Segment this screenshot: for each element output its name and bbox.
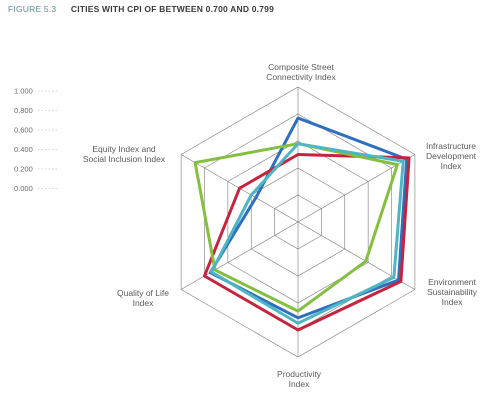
category-label-2: Infrastructure Development Index <box>426 141 477 171</box>
category-label-3: Environment Sustainability Index <box>427 277 478 307</box>
axis-spoke-3 <box>297 221 416 290</box>
tick-label-0.600: 0.600 <box>14 126 33 135</box>
figure-label: FIGURE 5.3 <box>8 4 57 14</box>
tick-label-0.200: 0.200 <box>14 165 33 174</box>
category-label-5: Quality of Life Index <box>117 288 169 308</box>
series-line-4 <box>209 142 405 325</box>
chart-title: CITIES WITH CPI OF BETWEEN 0.700 AND 0.7… <box>70 4 275 14</box>
tick-label-0.800: 0.800 <box>14 106 33 115</box>
series-line-2 <box>202 153 411 332</box>
category-label-1: Composite Street Connectivity Index <box>266 62 336 82</box>
series-line-3 <box>193 142 399 313</box>
figure-heading: FIGURE 5.3 CITIES WITH CPI OF BETWEEN 0.… <box>8 4 274 14</box>
axis-spoke-2 <box>297 154 416 223</box>
category-label-6: Equity Index and Social Inclusion Index <box>83 144 166 164</box>
tick-label-0.000: 0.000 <box>14 184 33 193</box>
tick-label-1.000: 1.000 <box>14 87 33 96</box>
category-label-4: Productivity Index <box>277 369 322 389</box>
axis-spoke-5 <box>180 221 299 290</box>
tick-label-0.400: 0.400 <box>14 145 33 154</box>
